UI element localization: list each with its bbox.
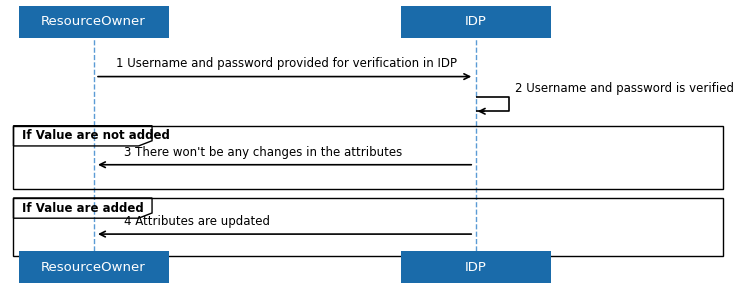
FancyBboxPatch shape [19, 251, 169, 283]
Text: 1 Username and password provided for verification in IDP: 1 Username and password provided for ver… [116, 57, 457, 70]
Text: If Value are added: If Value are added [22, 202, 145, 214]
Text: 2 Username and password is verified: 2 Username and password is verified [515, 82, 734, 95]
Text: IDP: IDP [464, 261, 487, 274]
Text: ResourceOwner: ResourceOwner [41, 261, 146, 274]
FancyBboxPatch shape [19, 6, 169, 38]
Text: 4 Attributes are updated: 4 Attributes are updated [124, 215, 270, 228]
Text: 3 There won't be any changes in the attributes: 3 There won't be any changes in the attr… [124, 146, 401, 159]
Text: IDP: IDP [464, 15, 487, 28]
Text: If Value are not added: If Value are not added [22, 129, 170, 142]
FancyBboxPatch shape [401, 6, 551, 38]
FancyBboxPatch shape [401, 251, 551, 283]
Text: ResourceOwner: ResourceOwner [41, 15, 146, 28]
